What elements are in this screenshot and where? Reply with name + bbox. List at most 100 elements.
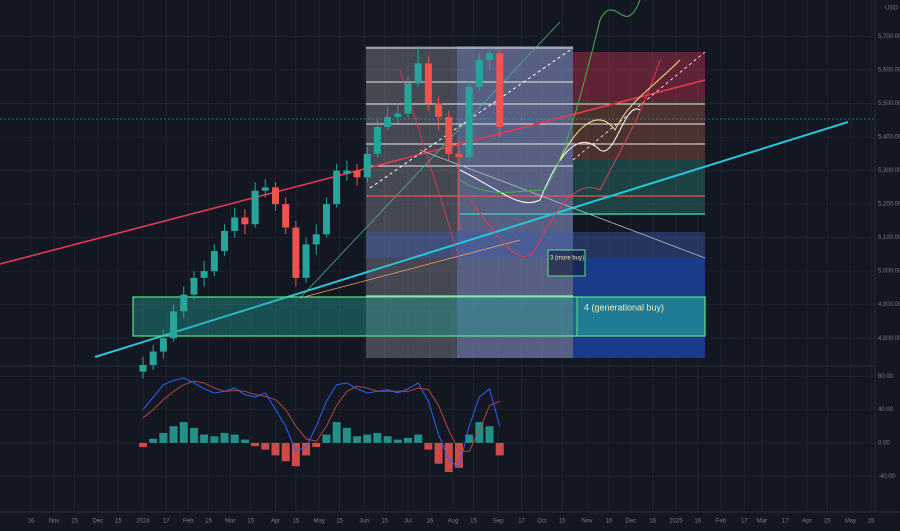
histogram-bar: [261, 442, 270, 450]
candle-body: [159, 338, 167, 352]
projection-path: [469, 59, 661, 257]
candle-body: [282, 204, 290, 228]
candle-body: [394, 113, 402, 117]
y-tick-label: 5,200.00: [878, 202, 900, 208]
candle-body: [445, 116, 453, 154]
marks: [139, 46, 504, 473]
projection-zone: [573, 100, 705, 160]
candle-body: [322, 204, 330, 235]
candle-body: [149, 351, 157, 365]
histogram-bar: [149, 438, 158, 443]
x-tick-label: 16: [649, 519, 656, 525]
trend-line: [419, 149, 706, 259]
histogram-bar: [230, 434, 239, 443]
candle-body: [200, 271, 208, 278]
histogram-bar: [302, 442, 311, 456]
y-tick-label: 4,900.00: [878, 302, 900, 308]
x-tick-label: 15: [247, 519, 254, 525]
candle-body: [210, 251, 218, 272]
histogram-bar: [475, 422, 484, 443]
candle-body: [404, 83, 412, 114]
buy-zone: [132, 296, 706, 337]
grid: [0, 0, 875, 512]
histogram-bar: [465, 434, 474, 443]
y-tick-label: 5,000.00: [878, 269, 900, 275]
annotation: 3 (more buy): [550, 256, 584, 262]
y-tick-label: 5,700.00: [878, 34, 900, 40]
annotation-box: [547, 249, 586, 277]
trend-line: [299, 239, 521, 299]
candle-body: [312, 234, 320, 245]
histogram-bar: [322, 434, 331, 443]
histogram-bar: [444, 442, 453, 473]
x-tick-label: 17: [782, 519, 789, 525]
fib-zone: [457, 46, 573, 358]
x-tick-label: Apr: [802, 519, 811, 525]
candle-body: [221, 230, 229, 252]
candle-body: [486, 53, 494, 60]
histogram-bar: [434, 442, 443, 464]
x-tick-label: Mar: [225, 519, 235, 525]
projection-path: [459, 0, 641, 193]
histogram-bar: [485, 426, 494, 443]
histogram-bar: [414, 434, 423, 443]
currency-label: USD: [885, 6, 898, 12]
projection-path: [559, 59, 681, 161]
x-tick-label: 2024: [136, 519, 150, 525]
trend-line: [299, 21, 561, 299]
x-tick-label: Aug: [448, 519, 459, 525]
x-tick-label: 15: [559, 519, 566, 525]
candle-body: [139, 365, 147, 372]
histogram-bar: [495, 442, 504, 456]
projection-zone: [573, 52, 705, 100]
x-tick-label: 15: [336, 519, 343, 525]
drawings: 4 (generational buy) 3 (more buy): [0, 0, 875, 358]
x-tick-label: Oct: [537, 519, 547, 525]
histogram-bar: [332, 422, 341, 443]
y-tick-label: 5,300.00: [878, 168, 900, 174]
histogram-bar: [251, 442, 260, 447]
annotation: 4 (generational buy): [584, 302, 664, 312]
x-tick-label: 2025: [669, 519, 683, 525]
x-tick-label: 15: [293, 519, 300, 525]
histogram-bar: [220, 432, 229, 443]
histogram-bar: [353, 436, 362, 443]
y-tick-label: 0.00: [878, 440, 890, 446]
candle-body: [261, 187, 269, 191]
candle-body: [384, 116, 392, 128]
x-tick-label: May: [314, 519, 325, 525]
x-tick-label: 15: [115, 519, 122, 525]
x-tick-label: 15: [824, 519, 831, 525]
x-tick-label: Dec: [93, 519, 104, 525]
candle-body: [424, 63, 432, 104]
histogram-bar: [281, 442, 290, 462]
y-tick-label: 80.00: [878, 374, 894, 380]
x-tick-label: Jun: [359, 519, 369, 525]
candle-body: [455, 153, 463, 158]
histogram-bar: [363, 434, 372, 443]
y-tick-label: 4,800.00: [878, 336, 900, 342]
x-tick-label: Mar: [757, 519, 767, 525]
y-tick-label: -40.00: [878, 474, 896, 480]
candle-body: [170, 311, 178, 339]
trend-line: [572, 51, 706, 161]
annotation-box: [576, 296, 706, 337]
histogram-bar: [454, 442, 463, 468]
x-tick-label: 15: [71, 519, 78, 525]
candle-body: [251, 190, 259, 225]
histogram-bar: [240, 439, 249, 443]
histogram-bar: [393, 439, 402, 443]
x-tick-label: 15: [381, 519, 388, 525]
oscillator-line: [142, 380, 500, 452]
candle-body: [292, 227, 300, 278]
histogram-bar: [373, 432, 382, 443]
histogram-bar: [139, 442, 147, 448]
trend-line: [369, 47, 574, 189]
candle-body: [231, 217, 239, 231]
candle-body: [363, 153, 371, 178]
histogram-bar: [179, 422, 188, 443]
x-tick-label: Feb: [716, 519, 727, 525]
candle-body: [465, 86, 473, 158]
histogram-bar: [210, 436, 219, 443]
